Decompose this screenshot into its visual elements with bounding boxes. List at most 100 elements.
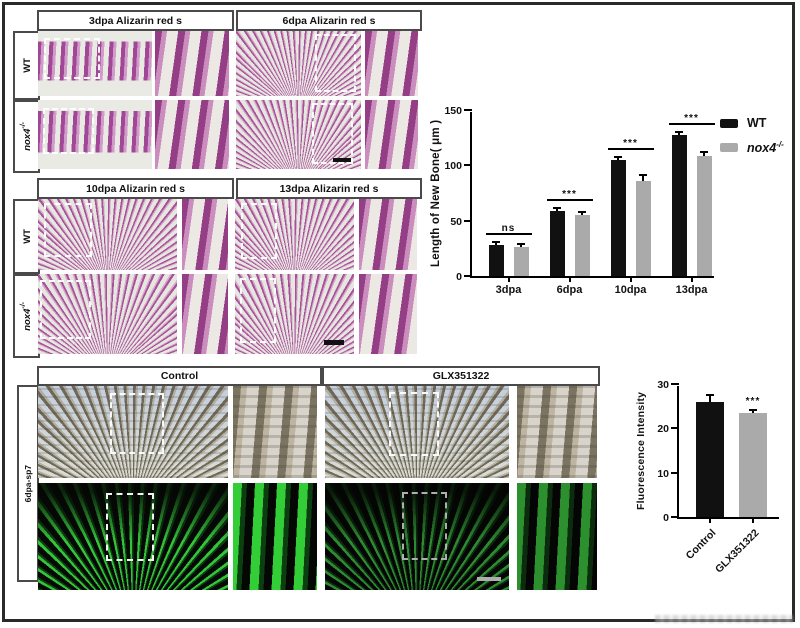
panel-header-glx351322-label: GLX351322 xyxy=(432,370,490,382)
y-tick xyxy=(464,275,472,277)
inset-outline xyxy=(43,37,101,80)
error-bar xyxy=(492,241,500,246)
micrograph-3dpa-nox4-inset xyxy=(155,100,229,169)
significance-label: *** xyxy=(684,113,699,125)
y-tick xyxy=(464,109,472,111)
plot-area: 0 10 20 30 Control *** GLX351322 xyxy=(657,379,779,576)
micrograph-10dpa-nox4-inset xyxy=(182,274,228,354)
legend-label: WT xyxy=(747,116,767,130)
micrograph-glx-fluorescence-inset xyxy=(517,483,597,590)
y-tick xyxy=(671,516,679,518)
inset-outline xyxy=(314,34,357,92)
significance-label: *** xyxy=(623,137,638,149)
micrograph-10dpa-wt-main xyxy=(38,199,177,270)
significance-label: *** xyxy=(745,395,761,407)
x-tick xyxy=(709,517,711,523)
bar-nox4 xyxy=(513,247,529,276)
row-label-wt-top: WT xyxy=(13,31,40,100)
micrograph-glx-brightfield-inset xyxy=(517,386,597,478)
bar-glx xyxy=(739,412,767,517)
y-tick xyxy=(464,164,472,167)
inset-outline xyxy=(43,203,93,257)
y-tick xyxy=(671,427,679,430)
inset-outline xyxy=(389,391,440,457)
x-tick-label: 3dpa xyxy=(495,284,522,296)
panel-header-control: Control xyxy=(37,366,322,386)
row-label-nox4-top-text: nox4-/- xyxy=(19,122,34,151)
micrograph-10dpa-wt-inset xyxy=(182,199,228,270)
row-label-6dpa-sp7: 6dpa-sp7 xyxy=(17,385,39,582)
y-tick-label: 10 xyxy=(657,467,669,480)
y-tick-label: 0 xyxy=(663,512,669,524)
micrograph-13dpa-wt-main xyxy=(235,199,354,270)
micrograph-control-brightfield-inset xyxy=(233,386,317,478)
bar-wt xyxy=(488,245,504,276)
micrograph-6dpa-nox4-inset xyxy=(365,100,418,169)
error-bar xyxy=(639,174,647,182)
x-tick xyxy=(629,276,632,282)
significance-label: ns xyxy=(501,223,516,235)
significance-label: *** xyxy=(562,189,577,201)
bar-nox4 xyxy=(574,215,590,276)
micrograph-glx-fluorescence-main xyxy=(325,483,509,590)
inset-outline xyxy=(312,103,354,165)
micrograph-3dpa-wt-main xyxy=(38,31,152,96)
error-bar xyxy=(517,243,525,248)
row-label-wt-mid: WT xyxy=(13,199,40,274)
micrograph-13dpa-wt-inset xyxy=(359,199,417,270)
inset-outline xyxy=(106,492,155,561)
legend-label: nox4-/- xyxy=(747,140,784,156)
micrograph-6dpa-nox4-main xyxy=(236,100,361,169)
row-label-6dpa-sp7-text: 6dpa-sp7 xyxy=(23,464,33,503)
bar-wt xyxy=(549,210,565,276)
panel-header-glx351322: GLX351322 xyxy=(322,366,600,386)
micrograph-10dpa-nox4-main xyxy=(38,274,177,354)
significance-line xyxy=(607,147,654,150)
row-label-nox4-mid-text: nox4-/- xyxy=(19,301,34,331)
x-tick xyxy=(507,276,510,282)
x-tick-label: 6dpa xyxy=(556,284,583,296)
bar-wt xyxy=(671,135,687,276)
panel-header-10dpa: 10dpa Alizarin red s xyxy=(37,178,234,199)
error-bar xyxy=(700,151,708,157)
panel-header-10dpa-label: 10dpa Alizarin red s xyxy=(86,182,185,195)
inset-outline xyxy=(110,393,164,455)
scale-bar xyxy=(324,340,344,345)
row-label-wt-mid-text: WT xyxy=(22,229,34,244)
micrograph-3dpa-wt-inset xyxy=(155,31,229,96)
inset-outline xyxy=(402,491,447,560)
y-tick xyxy=(464,219,472,222)
panel-header-6dpa: 6dpa Alizarin red s xyxy=(236,10,422,31)
y-tick-label: 50 xyxy=(450,215,462,228)
panel-header-control-label: Control xyxy=(160,370,199,382)
scale-bar xyxy=(477,577,501,581)
row-label-nox4-top: nox4-/- xyxy=(13,100,40,173)
legend-swatch xyxy=(720,143,738,153)
error-bar xyxy=(706,393,714,402)
y-tick-label: 20 xyxy=(657,423,669,436)
figure-border xyxy=(2,2,795,622)
scale-bar xyxy=(333,158,351,162)
significance-line xyxy=(485,233,532,236)
error-bar xyxy=(578,211,586,216)
inset-outline xyxy=(39,280,91,339)
x-tick xyxy=(568,276,571,282)
panel-header-6dpa-label: 6dpa Alizarin red s xyxy=(282,14,376,27)
panel-header-3dpa: 3dpa Alizarin red s xyxy=(37,10,234,31)
y-axis-label: Length of New Bone( μm ) xyxy=(430,119,442,267)
y-tick-label: 100 xyxy=(444,160,462,173)
panel-header-13dpa: 13dpa Alizarin red s xyxy=(236,178,422,199)
error-bar xyxy=(749,408,757,414)
y-tick xyxy=(671,383,679,385)
legend-entry: WT xyxy=(720,116,784,130)
micrograph-13dpa-nox4-main xyxy=(235,274,354,354)
panel-header-3dpa-label: 3dpa Alizarin red s xyxy=(89,14,182,27)
error-bar xyxy=(553,206,561,211)
y-tick-label: 150 xyxy=(444,105,462,117)
micrograph-glx-brightfield-main xyxy=(325,386,509,478)
x-tick-label: 10dpa xyxy=(614,284,647,296)
micrograph-control-fluorescence-main xyxy=(38,483,228,590)
micrograph-13dpa-nox4-inset xyxy=(359,274,417,354)
bar-nox4 xyxy=(696,156,712,276)
